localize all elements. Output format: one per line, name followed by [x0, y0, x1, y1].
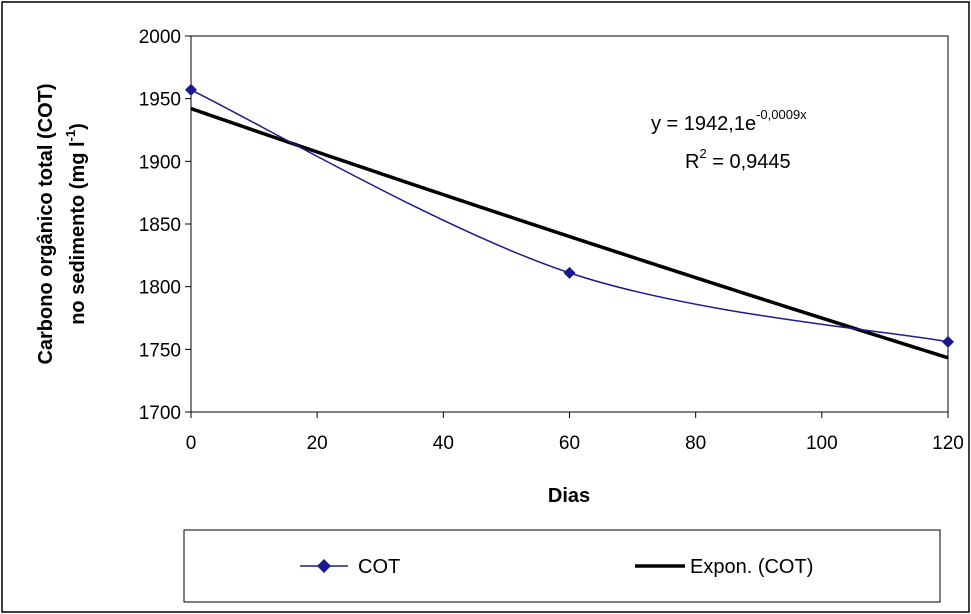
legend: COT Expon. (COT) [183, 529, 941, 603]
y-tick-label: 1950 [139, 90, 181, 111]
y-axis-title: Carbono orgânico total (COT) no sediment… [35, 83, 89, 364]
y-tick-label: 1750 [139, 340, 181, 361]
legend-cot-marker [317, 559, 331, 573]
x-tick-label: 0 [186, 433, 197, 454]
x-axis-ticks: 0 20 40 60 80 100 120 [186, 412, 964, 454]
trendline-equation: y = 1942,1e-0,0009x [651, 107, 807, 135]
series-layer [185, 83, 954, 360]
r-squared-prefix: R [685, 151, 699, 173]
equation-exponent: -0,0009x [756, 107, 807, 122]
data-point-cot [942, 335, 954, 348]
y-axis-title-line2: no sedimento (mg l-1) [63, 123, 89, 325]
y-tick-label: 1900 [139, 152, 181, 173]
equation-main: y = 1942,1e [651, 113, 756, 135]
y-axis-title-line2-prefix: no sedimento (mg l [67, 141, 89, 324]
legend-box [183, 529, 941, 603]
y-tick-label: 1700 [139, 403, 181, 424]
data-point-cot [185, 83, 197, 96]
y-axis-title-line2-sup: -1 [63, 130, 78, 142]
y-axis-ticks: 1700 1750 1800 1850 1900 1950 2000 [139, 27, 191, 424]
x-tick-label: 120 [932, 433, 964, 454]
x-tick-label: 40 [433, 433, 454, 454]
y-axis-title-line1: Carbono orgânico total (COT) [35, 83, 57, 364]
r-squared-sup: 2 [699, 146, 706, 161]
x-tick-label: 60 [559, 433, 580, 454]
legend-cot-label: COT [358, 556, 400, 578]
x-tick-label: 20 [307, 433, 328, 454]
y-tick-label: 2000 [139, 27, 181, 48]
y-axis-title-line2-suffix: ) [67, 123, 89, 130]
y-tick-label: 1850 [139, 215, 181, 236]
r-squared: R2 = 0,9445 [685, 146, 791, 173]
x-tick-label: 80 [685, 433, 706, 454]
data-point-cot [563, 266, 576, 279]
y-tick-label: 1800 [139, 278, 181, 299]
trendline-expon-cot [190, 106, 949, 360]
x-tick-label: 100 [806, 433, 838, 454]
legend-expon-label: Expon. (COT) [690, 556, 813, 578]
r-squared-value: = 0,9445 [707, 151, 791, 173]
x-axis-title: Dias [548, 485, 590, 507]
